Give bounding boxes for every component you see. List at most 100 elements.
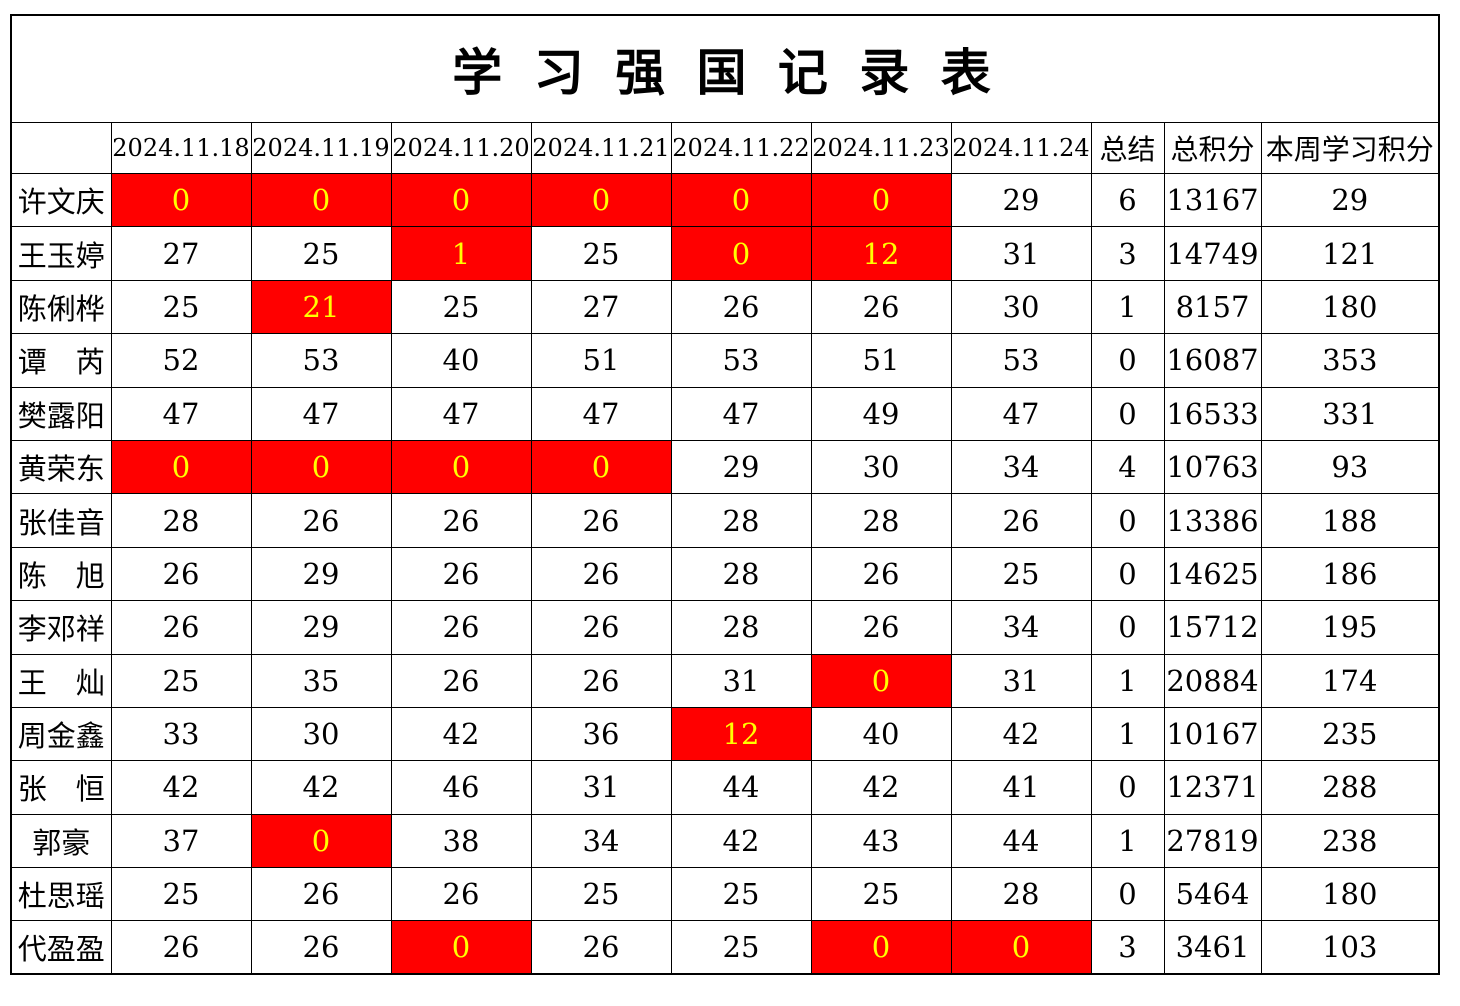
score-cell: 29 [670,439,812,495]
date-header-cell: 2024.11.24 [950,122,1092,174]
score-cell: 53 [670,333,812,388]
score-cell: 28 [670,493,812,548]
score-cell: 26 [530,546,672,602]
week-points-cell: 353 [1260,333,1440,388]
score-cell: 36 [530,706,672,762]
score-cell: 25 [950,546,1092,602]
total-points-cell: 13386 [1163,493,1262,548]
score-cell: 31 [950,226,1092,281]
score-cell-highlighted: 0 [810,172,952,228]
score-cell: 29 [250,600,392,655]
total-points-cell: 16087 [1163,333,1262,388]
total-points-cell: 3461 [1163,920,1262,975]
score-cell: 26 [250,493,392,548]
table-row: 陈 旭 26 29 26 26 28 26 25 0 14625 186 [10,546,1440,602]
score-cell: 26 [390,653,532,708]
score-cell: 46 [390,760,532,815]
table-row: 许文庆 0 0 0 0 0 0 29 6 13167 29 [10,172,1440,228]
summary-count-cell: 3 [1090,226,1165,281]
score-cell: 31 [530,760,672,815]
score-cell-highlighted: 0 [250,813,392,869]
score-cell: 44 [670,760,812,815]
week-points-cell: 238 [1260,813,1440,869]
score-cell: 25 [530,867,672,922]
week-points-cell: 235 [1260,706,1440,762]
total-points-cell: 10167 [1163,706,1262,762]
score-cell: 47 [950,386,1092,441]
summary-count-cell: 1 [1090,279,1165,335]
total-points-cell: 13167 [1163,172,1262,228]
date-header-cell: 2024.11.18 [110,122,252,174]
student-name-cell: 谭 芮 [10,333,112,388]
total-points-cell: 27819 [1163,813,1262,869]
score-cell: 25 [670,920,812,975]
summary-count-cell: 0 [1090,546,1165,602]
table-row: 谭 芮 52 53 40 51 53 51 53 0 16087 353 [10,333,1440,388]
week-points-cell: 180 [1260,279,1440,335]
score-cell-highlighted: 0 [810,653,952,708]
week-points-cell: 103 [1260,920,1440,975]
student-name-cell: 王玉婷 [10,226,112,281]
score-cell: 42 [390,706,532,762]
score-cell: 27 [530,279,672,335]
week-points-cell: 331 [1260,386,1440,441]
score-cell: 38 [390,813,532,869]
week-points-header-cell: 本周学习积分 [1260,122,1440,174]
score-cell: 47 [250,386,392,441]
table-row: 郭豪 37 0 38 34 42 43 44 1 27819 238 [10,813,1440,869]
score-cell-highlighted: 0 [390,439,532,495]
total-points-header-cell: 总积分 [1163,122,1262,174]
score-cell: 37 [110,813,252,869]
student-name-cell: 陈俐桦 [10,279,112,335]
score-cell: 25 [530,226,672,281]
week-points-cell: 195 [1260,600,1440,655]
date-header-cell: 2024.11.20 [390,122,532,174]
score-cell-highlighted: 0 [810,920,952,975]
score-cell: 26 [950,493,1092,548]
total-points-cell: 15712 [1163,600,1262,655]
score-cell: 26 [110,546,252,602]
student-name-cell: 张佳音 [10,493,112,548]
score-cell: 25 [250,226,392,281]
total-points-cell: 12371 [1163,760,1262,815]
summary-header-cell: 总结 [1090,122,1165,174]
summary-count-cell: 0 [1090,867,1165,922]
score-cell: 26 [530,653,672,708]
score-cell: 25 [810,867,952,922]
score-cell: 31 [950,653,1092,708]
score-cell: 42 [670,813,812,869]
total-points-cell: 8157 [1163,279,1262,335]
score-cell: 26 [110,600,252,655]
score-cell: 42 [810,760,952,815]
date-header-cell: 2024.11.19 [250,122,392,174]
score-cell: 28 [670,546,812,602]
score-cell-highlighted: 0 [110,172,252,228]
total-points-cell: 20884 [1163,653,1262,708]
summary-count-cell: 1 [1090,706,1165,762]
score-cell: 26 [810,279,952,335]
score-cell: 26 [670,279,812,335]
student-name-cell: 杜思瑶 [10,867,112,922]
table-row: 樊露阳 47 47 47 47 47 49 47 0 16533 331 [10,386,1440,441]
score-cell: 30 [950,279,1092,335]
week-points-cell: 121 [1260,226,1440,281]
score-cell: 40 [810,706,952,762]
summary-count-cell: 0 [1090,493,1165,548]
total-points-cell: 14625 [1163,546,1262,602]
score-cell: 26 [530,920,672,975]
score-cell: 47 [110,386,252,441]
table-row: 代盈盈 26 26 0 26 25 0 0 3 3461 103 [10,920,1440,975]
score-cell-highlighted: 0 [390,920,532,975]
summary-count-cell: 0 [1090,333,1165,388]
week-points-cell: 93 [1260,439,1440,495]
week-points-cell: 188 [1260,493,1440,548]
student-name-cell: 陈 旭 [10,546,112,602]
score-cell: 47 [670,386,812,441]
score-cell-highlighted: 0 [530,439,672,495]
score-cell: 41 [950,760,1092,815]
score-cell: 35 [250,653,392,708]
score-cell-highlighted: 0 [950,920,1092,975]
student-name-cell: 张 恒 [10,760,112,815]
score-cell: 30 [810,439,952,495]
score-cell: 34 [950,600,1092,655]
